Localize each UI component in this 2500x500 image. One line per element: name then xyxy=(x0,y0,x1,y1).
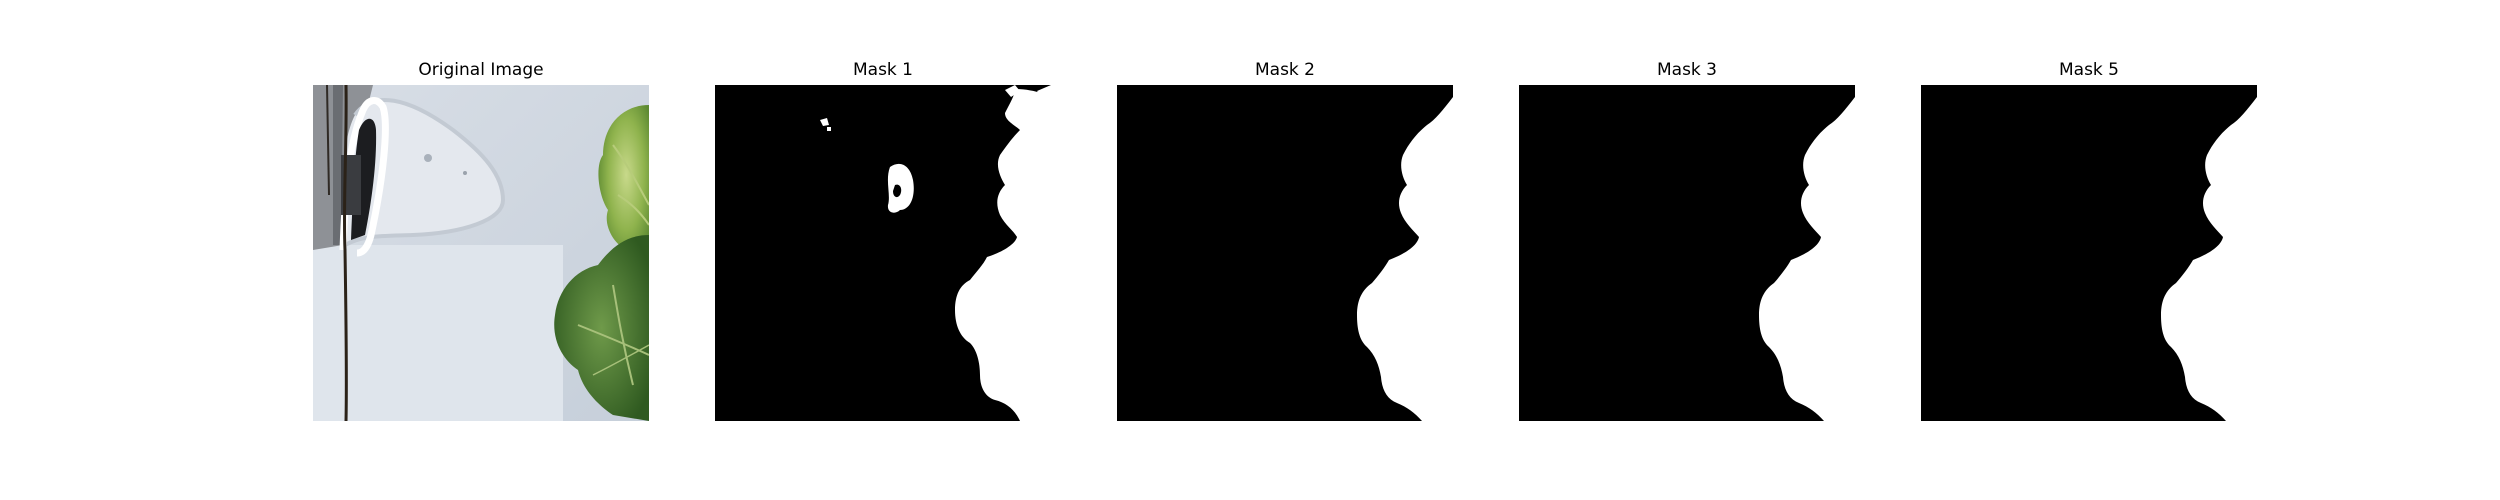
panel-title: Mask 3 xyxy=(1656,60,1717,80)
panel-title: Mask 2 xyxy=(1254,60,1315,80)
panel-title: Original Image xyxy=(418,60,544,80)
mask-3-image xyxy=(1519,85,1855,421)
original-image xyxy=(313,85,649,421)
mask-5-image xyxy=(1921,85,2257,421)
panel-title: Mask 5 xyxy=(2058,60,2119,80)
mask-2-image xyxy=(1117,85,1453,421)
panel-title: Mask 1 xyxy=(852,60,913,80)
mask-1-image xyxy=(715,85,1051,421)
